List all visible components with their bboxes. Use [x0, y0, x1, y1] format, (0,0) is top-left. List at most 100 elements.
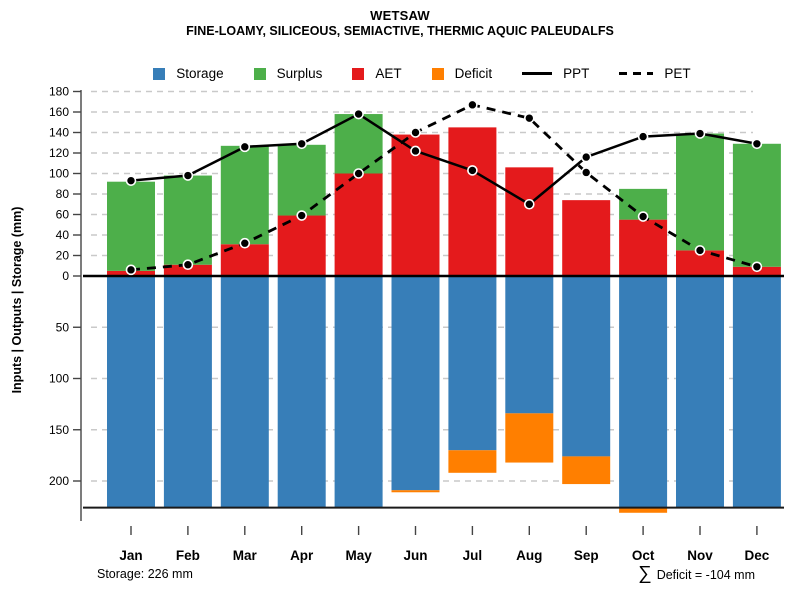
deficit-total-note: ∑ Deficit = -104 mm — [638, 563, 755, 584]
bar-aet-oct — [619, 219, 668, 276]
month-label-apr: Apr — [290, 548, 314, 563]
pet-marker-mar — [239, 237, 251, 249]
bar-storage-jun — [391, 276, 440, 491]
y-tick-label-minus-150: 150 — [49, 423, 69, 437]
bar-storage-jul — [448, 276, 497, 451]
bar-deficit-jun — [391, 490, 440, 493]
month-label-nov: Nov — [687, 548, 713, 563]
legend-label-deficit: Deficit — [454, 66, 493, 81]
ppt-marker-may — [353, 108, 364, 120]
y-tick-label-minus-100: 100 — [49, 372, 69, 386]
pet-line — [130, 103, 758, 272]
bar-surplus-dec — [732, 143, 781, 267]
bar-surplus-jan — [107, 181, 155, 271]
legend-swatch-aet — [352, 67, 365, 80]
pet-marker-nov — [694, 245, 706, 256]
legend-label-aet: AET — [375, 66, 402, 81]
bar-deficit-oct — [619, 507, 668, 513]
month-label-feb: Feb — [176, 548, 200, 563]
y-tick-label-minus-50: 50 — [56, 320, 70, 334]
legend-item-surplus: Surplus — [253, 66, 323, 81]
legend-item-storage: Storage — [153, 66, 224, 81]
month-label-dec: Dec — [745, 548, 770, 563]
ppt-line — [130, 112, 758, 206]
bar-deficit-aug — [505, 413, 554, 463]
bar-storage-sep — [562, 276, 611, 457]
legend-item-deficit: Deficit — [431, 66, 493, 81]
bar-aet-sep — [562, 200, 611, 276]
month-label-oct: Oct — [632, 548, 655, 563]
pet-marker-jun — [410, 127, 421, 138]
ppt-marker-jun — [410, 145, 421, 157]
ppt-marker-apr — [296, 138, 308, 150]
bar-storage-may — [334, 276, 383, 508]
bar-aet-aug — [505, 167, 554, 276]
pet-marker-may — [353, 168, 364, 179]
pet-marker-feb — [182, 259, 194, 271]
bar-storage-mar — [220, 276, 269, 508]
storage-total-note: Storage: 226 mm — [97, 567, 193, 581]
y-tick-label-100: 100 — [49, 167, 69, 181]
pet-marker-jan — [125, 264, 137, 276]
ppt-marker-mar — [239, 141, 251, 153]
pet-marker-apr — [296, 210, 308, 221]
legend-item-pet: PET — [619, 66, 691, 81]
pet-marker-sep — [580, 167, 592, 178]
legend-swatch-ppt — [522, 72, 553, 75]
bar-deficit-sep — [562, 456, 611, 485]
ppt-marker-sep — [580, 151, 592, 163]
bar-storage-dec — [732, 276, 781, 508]
ppt-marker-aug — [523, 198, 535, 210]
month-label-sep: Sep — [574, 548, 599, 563]
bar-aet-may — [334, 173, 383, 276]
y-tick-label-120: 120 — [49, 146, 69, 160]
y-tick-label-minus-200: 200 — [49, 474, 69, 488]
bar-surplus-feb — [163, 175, 212, 265]
bar-aet-apr — [277, 215, 326, 276]
ppt-marker-feb — [182, 170, 194, 181]
ppt-marker-jul — [467, 165, 478, 176]
legend-item-aet: AET — [352, 66, 402, 81]
y-tick-label-180: 180 — [49, 85, 69, 99]
y-tick-label-160: 160 — [49, 105, 69, 119]
bar-aet-feb — [163, 264, 212, 276]
y-tick-label-20: 20 — [56, 249, 70, 263]
month-label-mar: Mar — [233, 548, 258, 563]
bar-surplus-apr — [277, 144, 326, 216]
bar-storage-apr — [277, 276, 326, 508]
legend-item-ppt: PPT — [522, 66, 589, 81]
bar-storage-nov — [676, 276, 724, 508]
month-label-aug: Aug — [516, 548, 542, 563]
bar-deficit-jul — [448, 450, 497, 473]
legend-label-surplus: Surplus — [276, 66, 323, 81]
bar-storage-jan — [107, 276, 155, 508]
bar-aet-jun — [391, 134, 440, 276]
ppt-marker-jan — [125, 175, 137, 186]
chart-title: WETSAW — [370, 8, 430, 23]
month-label-may: May — [345, 548, 372, 563]
legend-swatch-deficit — [431, 67, 444, 80]
sigma-symbol: ∑ — [638, 563, 652, 584]
bar-storage-oct — [619, 276, 668, 508]
pet-marker-jul — [467, 99, 478, 111]
month-label-jun: Jun — [403, 548, 427, 563]
legend-label-pet: PET — [664, 66, 691, 81]
y-tick-label-60: 60 — [56, 208, 70, 222]
bar-surplus-mar — [220, 145, 269, 245]
legend-swatch-pet — [619, 72, 654, 75]
pet-marker-dec — [751, 261, 763, 273]
month-label-jul: Jul — [463, 548, 483, 563]
y-tick-label-140: 140 — [49, 126, 69, 140]
pet-marker-oct — [637, 211, 649, 222]
legend: Storage Surplus AET Deficit PPT PET — [22, 66, 800, 81]
y-tick-label-40: 40 — [56, 228, 70, 242]
chart-subtitle: FINE-LOAMY, SILICEOUS, SEMIACTIVE, THERM… — [186, 24, 614, 38]
bar-aet-jul — [448, 127, 497, 276]
bar-storage-aug — [505, 276, 554, 414]
ppt-marker-dec — [751, 138, 763, 150]
ppt-marker-oct — [637, 131, 649, 142]
pet-marker-aug — [523, 112, 535, 124]
month-label-jan: Jan — [119, 548, 142, 563]
